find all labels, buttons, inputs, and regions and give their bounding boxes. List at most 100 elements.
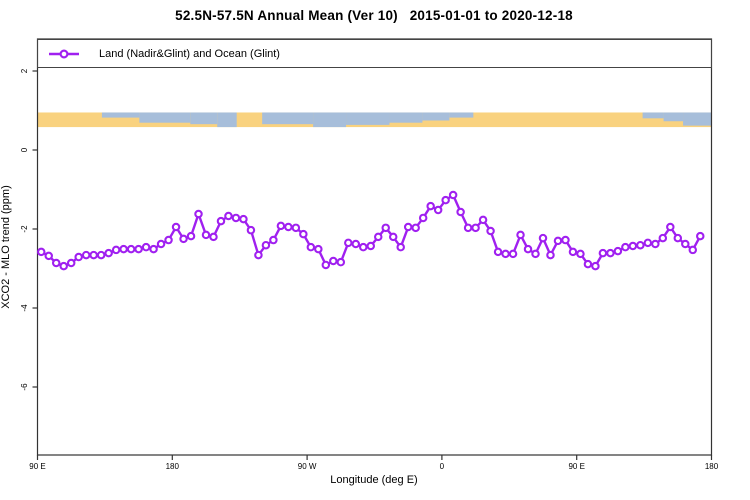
data-point-marker [373, 232, 383, 242]
ocean-band-segment [139, 112, 191, 123]
data-point-marker [651, 239, 660, 249]
data-point-marker [426, 201, 435, 211]
data-point-marker [501, 249, 510, 259]
data-point-marker [261, 240, 271, 250]
data-point-marker [89, 250, 98, 260]
data-point-marker [209, 232, 218, 242]
data-point-marker [613, 246, 623, 256]
data-point-marker [568, 247, 578, 257]
x-tick-label: 90 E [568, 462, 584, 471]
data-point-marker [284, 222, 293, 232]
x-tick-label: 90 E [29, 462, 45, 471]
data-point-marker [291, 223, 301, 233]
data-point-marker [239, 214, 248, 224]
data-point-marker [96, 250, 106, 260]
data-point-marker [606, 248, 615, 258]
data-point-marker [134, 244, 143, 254]
x-tick-label: 0 [440, 462, 445, 471]
x-tick-label: 180 [166, 462, 180, 471]
data-point-marker [381, 223, 390, 233]
data-point-marker [403, 222, 413, 232]
ocean-band-segment [449, 112, 474, 118]
data-point-marker [688, 245, 698, 255]
data-point-marker [111, 245, 121, 255]
legend-marker-icon [49, 48, 79, 59]
data-point-marker [531, 249, 540, 259]
data-point-marker [216, 216, 226, 226]
data-point-marker [359, 242, 368, 252]
data-point-marker [448, 190, 458, 200]
data-point-marker [314, 244, 323, 254]
ocean-band-segment [642, 112, 664, 119]
data-point-marker [119, 244, 128, 254]
data-point-marker [583, 259, 593, 269]
ocean-band-segment [663, 112, 684, 122]
data-point-marker [351, 239, 361, 249]
data-point-marker [576, 249, 585, 259]
x-axis-label: Longitude (deg E) [330, 474, 418, 486]
data-point-marker [486, 226, 495, 236]
data-point-marker [224, 211, 233, 221]
data-point-marker [366, 241, 376, 251]
x-tick-label: 90 W [298, 462, 317, 471]
y-tick-label: -2 [20, 225, 29, 233]
ocean-band-segment [346, 112, 390, 125]
data-point-marker [433, 205, 443, 215]
data-point-marker [553, 236, 563, 246]
data-point-marker [508, 249, 518, 259]
data-point-marker [666, 222, 675, 232]
data-point-marker [388, 232, 398, 242]
data-point-marker [66, 258, 76, 268]
x-tick-label: 180 [705, 462, 719, 471]
data-point-marker [658, 233, 668, 243]
data-point-marker [81, 250, 91, 260]
data-point-marker [456, 207, 465, 217]
data-point-marker [104, 248, 113, 258]
data-point-marker [149, 244, 158, 254]
data-point-marker [321, 260, 331, 270]
ocean-band-segment [262, 112, 314, 125]
data-point-marker [523, 244, 533, 254]
data-point-marker [493, 247, 503, 257]
data-point-marker [538, 233, 548, 243]
data-point-marker [51, 258, 61, 268]
data-point-marker [418, 213, 428, 223]
data-point-marker [246, 225, 256, 235]
y-tick-label: -6 [20, 383, 29, 391]
ocean-band-segment [422, 112, 450, 121]
ocean-band-segment [101, 112, 140, 118]
data-point-marker [254, 250, 263, 260]
data-point-marker [141, 242, 151, 252]
ocean-band-segment [389, 112, 423, 123]
data-point-marker [673, 233, 683, 243]
data-point-marker [299, 229, 308, 239]
data-point-marker [546, 250, 555, 260]
data-point-marker [231, 213, 241, 223]
data-point-marker [696, 231, 705, 241]
data-point-marker [411, 223, 420, 233]
data-point-marker [681, 239, 690, 249]
ocean-band-segment [313, 112, 347, 128]
data-point-marker [636, 240, 645, 250]
data-point-marker [336, 257, 346, 267]
data-point-marker [344, 238, 353, 248]
data-point-marker [643, 238, 653, 248]
data-point-marker [179, 234, 188, 244]
data-point-marker [471, 223, 480, 233]
data-point-marker [463, 223, 473, 233]
y-tick-label: 0 [20, 147, 29, 152]
data-point-marker [591, 261, 600, 271]
data-point-marker [59, 261, 68, 271]
data-point-marker [621, 242, 630, 252]
data-point-marker [516, 230, 525, 240]
y-axis-label: XCO2 - MLO trend (ppm) [0, 185, 12, 309]
data-point-marker [164, 235, 173, 245]
data-point-marker [276, 221, 286, 231]
legend: Land (Nadir&Glint) and Ocean (Glint) [37, 39, 712, 68]
data-point-marker [561, 235, 570, 245]
data-point-marker [598, 248, 608, 258]
data-point-marker [396, 242, 405, 252]
ocean-band-segment [217, 112, 237, 128]
